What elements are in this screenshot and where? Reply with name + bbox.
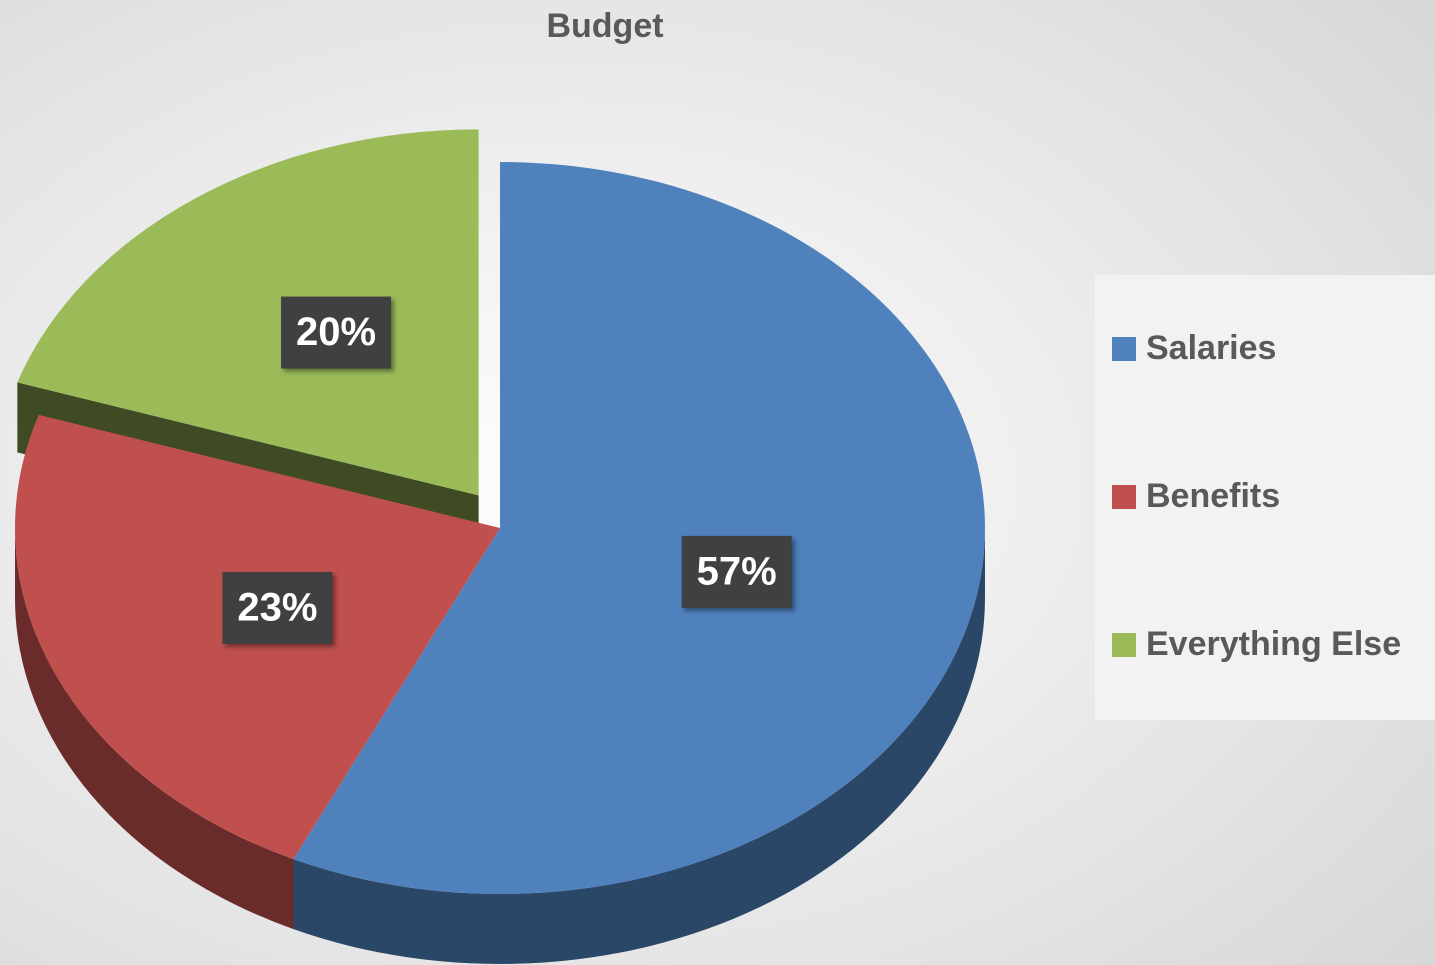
slice	[17, 129, 479, 496]
legend-swatch	[1112, 633, 1136, 657]
data-label-box	[681, 535, 792, 608]
data-label-box	[281, 296, 392, 369]
slice-side	[14, 528, 294, 930]
legend-label: Salaries	[1146, 329, 1276, 367]
legend-box	[1095, 275, 1435, 720]
slice-side	[293, 528, 985, 964]
legend-swatch	[1112, 485, 1136, 509]
legend-swatch	[1112, 337, 1136, 361]
data-label: 23%	[237, 586, 317, 630]
data-label: 57%	[697, 549, 777, 593]
legend-label: Everything Else	[1146, 625, 1401, 663]
legend-label: Benefits	[1146, 477, 1280, 515]
data-label: 20%	[296, 310, 376, 354]
chart-title: Budget	[546, 7, 663, 45]
data-label-box	[222, 571, 333, 644]
slice	[293, 162, 985, 894]
